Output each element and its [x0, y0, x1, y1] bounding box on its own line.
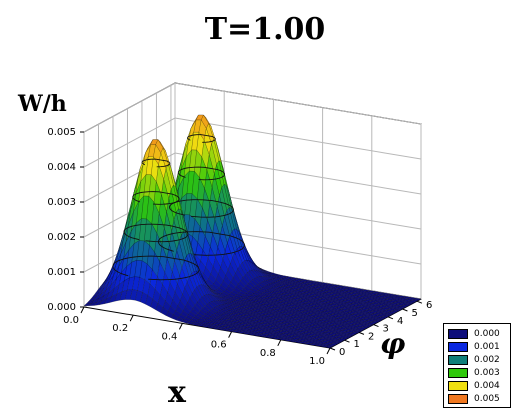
- legend-swatch: [448, 393, 468, 404]
- contour-line: [132, 191, 180, 205]
- phi-tick-label: 6: [426, 300, 432, 311]
- legend-swatch: [448, 367, 468, 378]
- phi-tick-mark: [358, 331, 365, 335]
- legend-item: 0.002: [448, 353, 508, 366]
- contour-line: [177, 166, 226, 181]
- legend-label: 0.003: [474, 367, 500, 378]
- x-tick-label: 0.6: [211, 340, 227, 351]
- legend-swatch: [448, 328, 468, 339]
- x-tick-label: 0.8: [260, 348, 276, 359]
- x-tick-mark: [228, 331, 233, 338]
- x-tick-mark: [277, 339, 282, 347]
- x-tick-label: 0.0: [63, 315, 79, 326]
- legend-item: 0.004: [448, 379, 508, 392]
- phi-tick-mark: [387, 316, 394, 320]
- contour-lines: [112, 134, 245, 281]
- phi-tick-mark: [402, 308, 408, 312]
- z-tick-label: 0.000: [47, 302, 76, 313]
- legend-item: 0.005: [448, 392, 508, 405]
- legend-item: 0.003: [448, 366, 508, 379]
- x-tick-mark: [80, 306, 85, 314]
- phi-tick-label: 5: [411, 308, 417, 319]
- x-tick-label: 0.2: [112, 323, 128, 334]
- contour-line: [112, 255, 200, 281]
- phi-tick-label: 4: [397, 316, 403, 327]
- contour-line: [123, 223, 189, 243]
- phi-tick-label: 0: [339, 347, 345, 358]
- legend-swatch: [448, 341, 468, 352]
- z-tick-label: 0.003: [47, 197, 76, 208]
- phi-tick-label: 3: [382, 324, 388, 335]
- z-tick-label: 0.001: [47, 267, 76, 278]
- legend-item: 0.000: [448, 327, 508, 340]
- surface-cell: [324, 345, 333, 349]
- phi-tick-mark: [344, 339, 350, 343]
- phi-tick-label: 2: [368, 331, 374, 342]
- phi-tick-mark: [373, 324, 379, 328]
- contour-line: [187, 134, 216, 143]
- legend-label: 0.001: [474, 341, 500, 352]
- phi-tick-mark: [329, 347, 336, 351]
- surface-mesh: [83, 114, 422, 349]
- x-tick-mark: [326, 347, 331, 355]
- legend-swatch: [448, 380, 468, 391]
- contour-line: [157, 231, 245, 256]
- chart-title: T=1.00: [204, 12, 326, 47]
- x-tick-mark: [178, 323, 183, 330]
- z-tick-label: 0.004: [47, 162, 76, 173]
- y-axis-label: φ: [380, 327, 406, 360]
- x-tick-label: 0.4: [161, 331, 177, 342]
- axis-ticks: 0.000 0.001 0.002 0.003 0.004 0.005 0.0 0.2 0.4 0…: [47, 127, 432, 367]
- legend-label: 0.004: [474, 380, 500, 391]
- x-tick-label: 1.0: [309, 356, 325, 367]
- z-axis-label: W/h: [17, 91, 67, 117]
- legend-swatch: [448, 354, 468, 365]
- contour-line: [169, 199, 234, 218]
- contour-line: [141, 158, 171, 168]
- phi-tick-label: 1: [353, 339, 359, 350]
- legend-item: 0.001: [448, 340, 508, 353]
- phi-tick-mark: [416, 300, 423, 304]
- color-legend: 0.000 0.001 0.002 0.003 0.004 0.005: [443, 323, 511, 408]
- z-tick-label: 0.005: [47, 127, 76, 138]
- legend-label: 0.000: [474, 328, 500, 339]
- legend-label: 0.002: [474, 354, 500, 365]
- x-tick-mark: [129, 314, 134, 322]
- x-axis-label: x: [168, 375, 187, 410]
- legend-label: 0.005: [474, 393, 500, 404]
- z-tick-label: 0.002: [47, 232, 76, 243]
